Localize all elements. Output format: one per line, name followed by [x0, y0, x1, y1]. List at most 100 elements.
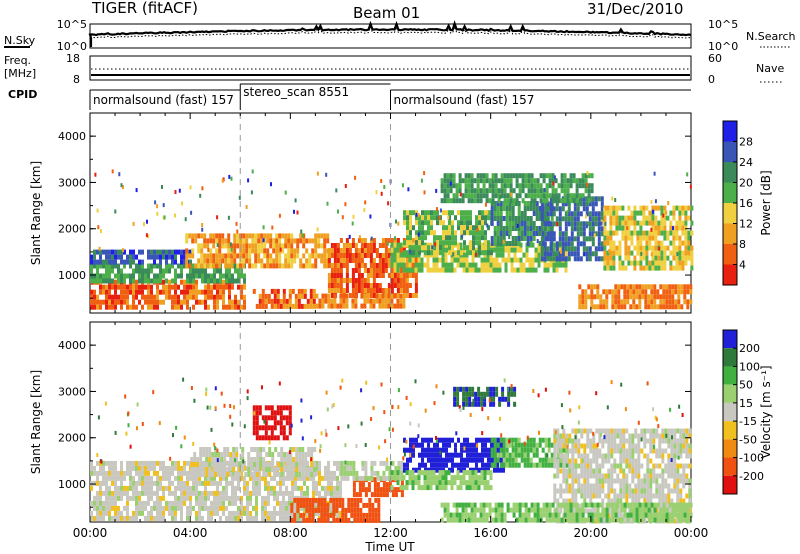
heatmap-cell [635, 289, 639, 295]
heatmap-cell [185, 233, 189, 239]
heatmap-cell [656, 294, 660, 300]
heatmap-cell [193, 472, 197, 477]
heatmap-cell [153, 480, 156, 486]
heatmap-cell [105, 470, 108, 476]
heatmap-cell [382, 492, 386, 498]
heatmap-cell [253, 472, 257, 477]
heatmap-cell [108, 500, 111, 506]
heatmap-cell [302, 502, 306, 508]
heatmap-cell [310, 467, 314, 472]
heatmap-cell [499, 437, 503, 443]
heatmap-cell [165, 254, 168, 260]
heatmap-cell [232, 457, 236, 462]
heatmap-cell [599, 294, 603, 300]
heatmap-cell [204, 273, 207, 279]
heatmap-cell [472, 225, 475, 231]
heatmap-cell [159, 268, 162, 274]
heatmap-cell [318, 490, 321, 496]
heatmap-cell [132, 294, 135, 300]
heatmap-cell [117, 299, 120, 305]
heatmap-cell [656, 304, 660, 310]
heatmap-cell [408, 293, 412, 298]
heatmap-cell [246, 505, 249, 511]
heatmap-cell [159, 515, 162, 521]
heatmap-cell [686, 284, 690, 290]
heatmap-cell [430, 220, 433, 226]
heatmap-cell [150, 490, 153, 496]
heatmap-cell [675, 230, 679, 236]
heatmap-cell [189, 500, 192, 506]
heatmap-cell [96, 268, 99, 274]
heatmap-cell [264, 425, 268, 431]
heatmap-cell [228, 273, 231, 279]
heatmap-cell [421, 220, 424, 226]
heatmap-cell [582, 246, 586, 252]
heatmap-cell [519, 262, 523, 268]
heatmap-cell [490, 236, 494, 241]
heatmap-cell [432, 470, 436, 476]
heatmap-cell [126, 254, 129, 260]
heatmap-cell [411, 475, 415, 481]
heatmap-cell [405, 470, 409, 476]
heatmap-cell [228, 268, 231, 274]
heatmap-cell [286, 472, 290, 477]
heatmap-cell [204, 278, 207, 284]
heatmap-cell [144, 294, 147, 300]
heatmap-cell [216, 299, 219, 305]
heatmap-cell [326, 238, 330, 244]
heatmap-cell [219, 294, 222, 300]
heatmap-cell [579, 241, 583, 247]
heatmap-cell [228, 289, 231, 295]
heatmap-cell [234, 510, 237, 516]
heatmap-cell [657, 260, 661, 266]
heatmap-cell [370, 465, 374, 471]
heatmap-cell [327, 248, 331, 253]
heatmap-cell [162, 284, 165, 290]
heatmap-cell [114, 480, 117, 486]
heatmap-cell [675, 220, 679, 226]
heatmap-cell [639, 245, 643, 251]
heatmap-cell [526, 447, 530, 453]
heatmap-cell [213, 505, 216, 511]
heatmap-cell [580, 433, 584, 439]
heatmap-cell [323, 248, 327, 254]
heatmap-cell [314, 497, 318, 503]
heatmap-cell [574, 478, 578, 484]
heatmap-cell [325, 172, 328, 177]
heatmap-cell [232, 447, 236, 452]
heatmap-cell [582, 241, 586, 247]
heatmap-cell [269, 263, 273, 269]
heatmap-cell [536, 183, 540, 189]
heatmap-cell [282, 470, 285, 476]
heatmap-cell [480, 267, 484, 273]
heatmap-cell [435, 262, 439, 268]
heatmap-cell [379, 492, 383, 498]
colorbar-swatch [723, 203, 737, 224]
heatmap-cell [409, 235, 412, 241]
heatmap-cell [399, 268, 403, 273]
heatmap-cell [580, 468, 584, 474]
heatmap-cell [269, 243, 273, 249]
heatmap-cell [597, 236, 601, 242]
heatmap-cell [216, 294, 219, 300]
heatmap-cell [279, 298, 283, 304]
heatmap-cell [233, 248, 237, 254]
heatmap-cell [482, 173, 486, 179]
heatmap-cell [589, 508, 593, 514]
heatmap-cell [132, 485, 135, 491]
heatmap-cell [369, 253, 373, 258]
heatmap-cell [123, 505, 126, 511]
heatmap-cell [604, 453, 608, 459]
heatmap-cell [186, 294, 189, 300]
heatmap-cell [439, 220, 442, 226]
heatmap-cell [237, 299, 240, 305]
heatmap-cell [535, 462, 539, 468]
heatmap-cell [93, 259, 96, 265]
heatmap-cell [114, 209, 117, 214]
heatmap-cell [559, 438, 563, 444]
heatmap-cell [285, 475, 288, 481]
heatmap-cell [189, 470, 192, 476]
heatmap-cell [292, 447, 296, 452]
heatmap-cell [123, 490, 126, 496]
heatmap-cell [147, 273, 150, 279]
